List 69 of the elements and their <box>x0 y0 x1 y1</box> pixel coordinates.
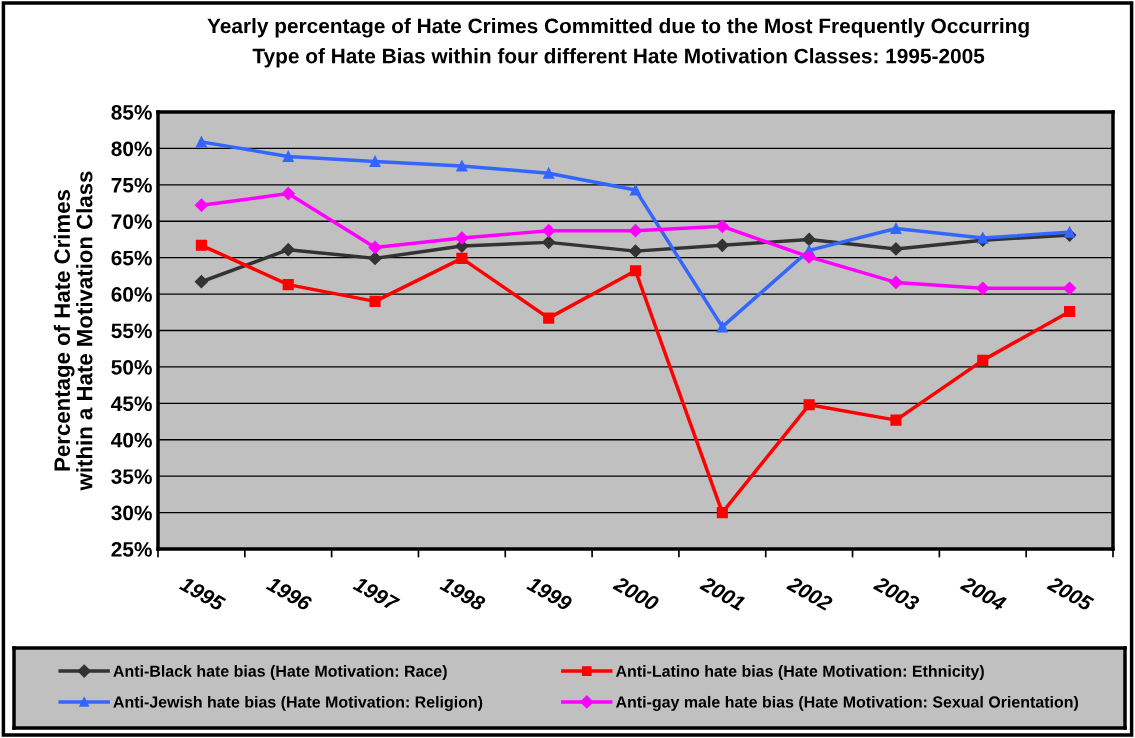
point <box>715 238 729 252</box>
point <box>543 312 555 324</box>
y-tick-label: 65% <box>111 250 152 266</box>
point <box>890 414 902 426</box>
point <box>542 235 556 249</box>
y-tick-label: 75% <box>111 177 152 193</box>
point <box>194 275 208 289</box>
point <box>282 279 294 291</box>
x-tick-label: 2000 <box>612 575 660 612</box>
legend-label: Anti-Jewish hate bias (Hate Motivation: Religion) <box>113 695 483 711</box>
point <box>195 239 207 251</box>
point <box>369 155 381 168</box>
x-tick-label: 2005 <box>1046 575 1095 612</box>
legend-label: Anti-gay male hate bias (Hate Motivation: Sexual Orientation) <box>615 695 1079 711</box>
x-tick-label: 1996 <box>265 575 313 612</box>
point <box>369 295 381 307</box>
point <box>195 136 207 148</box>
point <box>890 222 902 235</box>
point <box>281 186 295 201</box>
x-tick-label: 1998 <box>439 575 487 612</box>
x-tick-label: 2004 <box>959 575 1008 612</box>
point <box>715 219 729 233</box>
y-tick-label: 80% <box>111 141 152 157</box>
y-tick-label: 60% <box>111 287 152 302</box>
point <box>282 150 294 162</box>
x-tick-label: 2001 <box>699 575 746 612</box>
x-tick-label: 2003 <box>872 575 921 612</box>
point <box>802 250 816 264</box>
point <box>628 244 643 258</box>
point <box>977 354 989 366</box>
point <box>543 167 555 179</box>
y-tick-label: 50% <box>111 359 152 375</box>
point <box>889 242 903 256</box>
x-tick-label: 1995 <box>178 575 227 612</box>
point <box>628 224 643 238</box>
legend-label: Anti-Latino hate bias (Hate Motivation: Ethnicity) <box>615 665 984 680</box>
y-tick-label: 85% <box>111 105 152 120</box>
y-tick-label: 25% <box>111 542 152 557</box>
y-tick-label: 30% <box>111 505 152 521</box>
point <box>281 243 295 257</box>
point <box>194 198 208 212</box>
x-tick-label: 2002 <box>785 575 834 612</box>
legend-label: Anti-Black hate bias (Hate Motivation: Race) <box>113 665 447 680</box>
y-tick-label: 70% <box>111 214 152 229</box>
point <box>629 265 642 277</box>
point <box>803 399 815 411</box>
point <box>889 275 903 290</box>
point <box>629 184 642 196</box>
y-tick-label: 55% <box>111 323 152 339</box>
point <box>1063 281 1077 295</box>
point <box>542 224 556 238</box>
point <box>1064 306 1076 318</box>
y-tick-label: 40% <box>111 432 152 448</box>
y-tick-label: 45% <box>111 396 152 412</box>
point <box>976 281 990 295</box>
x-tick-label: 1997 <box>352 575 401 613</box>
point <box>802 232 816 247</box>
chart-title: Yearly percentage of Hate Crimes Committed due to the Most Frequently Occurring Type of Hate Bias within four different Hate Motivation Classes: 1995-2005 <box>207 18 1029 68</box>
point <box>368 251 382 265</box>
x-tick-label: 1999 <box>526 575 574 612</box>
point <box>368 240 382 255</box>
point <box>456 252 468 264</box>
point <box>456 160 468 172</box>
y-axis-title: Percentage of Hate Crimes within a Hate Motivation Class <box>53 171 93 491</box>
y-tick-label: 35% <box>111 469 152 484</box>
point <box>455 231 469 245</box>
point <box>716 507 728 519</box>
point <box>1064 226 1076 238</box>
point <box>716 321 728 333</box>
